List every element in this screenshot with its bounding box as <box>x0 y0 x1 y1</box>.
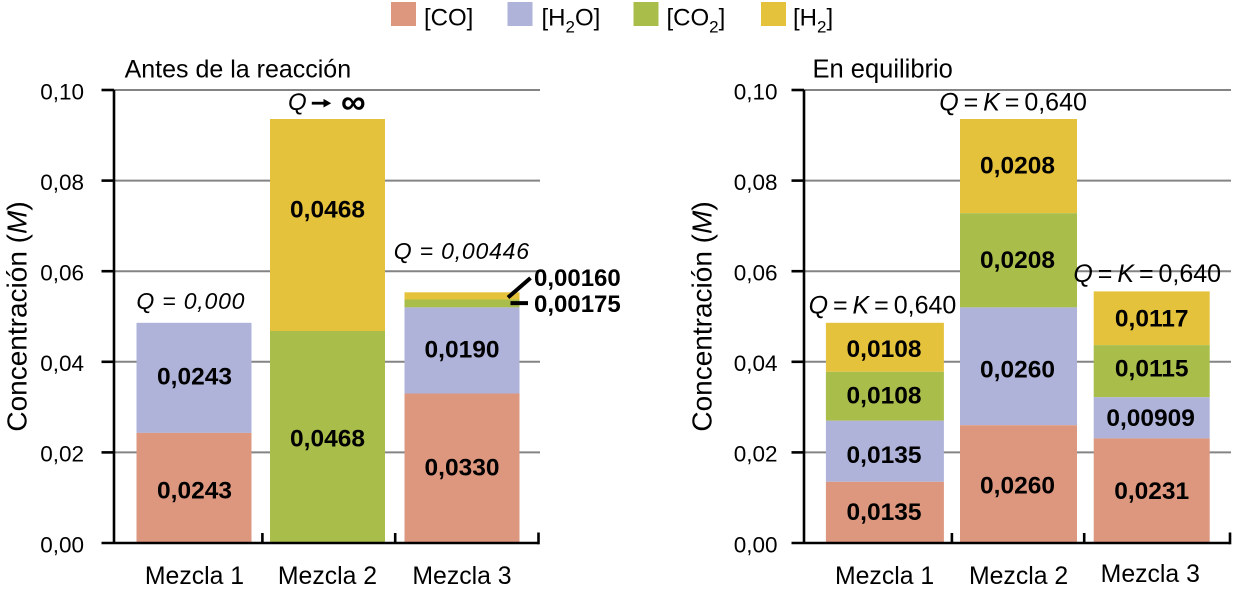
svg-text:0,00: 0,00 <box>40 532 84 557</box>
svg-text:Q = K = 0,640: Q = K = 0,640 <box>1073 260 1221 288</box>
svg-text:Mezcla 2: Mezcla 2 <box>278 563 377 590</box>
svg-text:0,0190: 0,0190 <box>425 337 500 364</box>
svg-text:0,06: 0,06 <box>40 261 84 286</box>
svg-text:0,0468: 0,0468 <box>290 426 365 453</box>
svg-text:0,00909: 0,00909 <box>1106 405 1195 432</box>
svg-text:0,04: 0,04 <box>40 351 84 376</box>
svg-text:0,08: 0,08 <box>40 170 84 195</box>
svg-text:0,0231: 0,0231 <box>1114 478 1189 505</box>
svg-text:0,10: 0,10 <box>734 79 778 104</box>
svg-text:0,0330: 0,0330 <box>425 455 500 482</box>
svg-text:Antes de la reacción: Antes de la reacción <box>125 56 352 84</box>
svg-text:0,0108: 0,0108 <box>847 383 922 410</box>
svg-text:0,0260: 0,0260 <box>980 356 1055 383</box>
svg-text:0,00175: 0,00175 <box>534 291 621 318</box>
svg-text:0,0243: 0,0243 <box>157 477 232 504</box>
svg-text:0,02: 0,02 <box>734 442 778 467</box>
svg-text:0,02: 0,02 <box>40 442 84 467</box>
svg-text:Q: Q <box>288 89 307 116</box>
svg-text:Concentración (M): Concentración (M) <box>2 201 33 431</box>
svg-text:0,08: 0,08 <box>734 170 778 195</box>
svg-text:0,0117: 0,0117 <box>1115 306 1189 333</box>
svg-text:0,06: 0,06 <box>734 261 778 286</box>
svg-text:Q = 0,00446: Q = 0,00446 <box>394 238 530 264</box>
svg-text:0,0243: 0,0243 <box>157 364 232 391</box>
svg-text:Mezcla 1: Mezcla 1 <box>145 563 244 590</box>
svg-text:0,00160: 0,00160 <box>534 265 621 292</box>
svg-text:Mezcla 3: Mezcla 3 <box>412 563 511 590</box>
svg-text:Mezcla 2: Mezcla 2 <box>969 563 1068 590</box>
svg-text:0,0208: 0,0208 <box>980 153 1055 180</box>
svg-text:0,10: 0,10 <box>40 79 84 104</box>
svg-text:0,0115: 0,0115 <box>1115 356 1189 383</box>
svg-text:[H2]: [H2] <box>793 5 833 37</box>
svg-text:Q = 0,000: Q = 0,000 <box>136 288 245 314</box>
svg-text:0,0260: 0,0260 <box>980 472 1055 499</box>
svg-text:0,00: 0,00 <box>734 532 778 557</box>
svg-text:0,0108: 0,0108 <box>847 336 922 363</box>
svg-text:En equilibrio: En equilibrio <box>813 56 953 84</box>
svg-text:0,0135: 0,0135 <box>847 442 922 469</box>
svg-text:0,0135: 0,0135 <box>847 499 922 526</box>
svg-text:0,0468: 0,0468 <box>290 197 365 224</box>
svg-text:∞: ∞ <box>341 83 366 121</box>
svg-text:[CO]: [CO] <box>424 5 473 32</box>
svg-text:0,0208: 0,0208 <box>980 247 1055 274</box>
svg-text:Q = K = 0,640: Q = K = 0,640 <box>809 291 957 319</box>
svg-text:Mezcla 1: Mezcla 1 <box>835 563 934 590</box>
svg-text:Mezcla 3: Mezcla 3 <box>1101 561 1200 588</box>
svg-text:Concentración (M): Concentración (M) <box>687 201 718 431</box>
svg-text:Q = K = 0,640: Q = K = 0,640 <box>939 88 1087 116</box>
svg-text:0,04: 0,04 <box>734 351 778 376</box>
